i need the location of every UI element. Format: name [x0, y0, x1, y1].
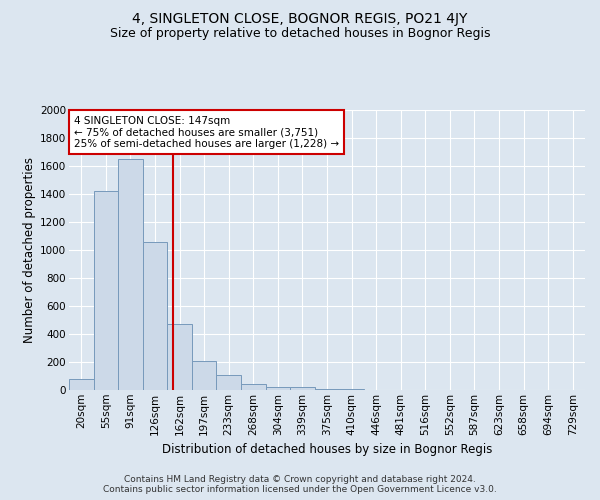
Text: 4, SINGLETON CLOSE, BOGNOR REGIS, PO21 4JY: 4, SINGLETON CLOSE, BOGNOR REGIS, PO21 4…: [133, 12, 467, 26]
Bar: [69, 379, 94, 390]
Text: Size of property relative to detached houses in Bognor Regis: Size of property relative to detached ho…: [110, 28, 490, 40]
Bar: [217, 375, 241, 390]
Bar: [241, 384, 266, 390]
Bar: [143, 242, 167, 390]
Bar: [315, 388, 339, 390]
Bar: [167, 324, 192, 390]
Text: 4 SINGLETON CLOSE: 147sqm
← 75% of detached houses are smaller (3,751)
25% of se: 4 SINGLETON CLOSE: 147sqm ← 75% of detac…: [74, 116, 339, 149]
Bar: [192, 362, 217, 390]
Bar: [290, 388, 315, 390]
Y-axis label: Number of detached properties: Number of detached properties: [23, 157, 36, 343]
Bar: [266, 386, 290, 390]
Bar: [94, 191, 118, 390]
Bar: [118, 159, 143, 390]
X-axis label: Distribution of detached houses by size in Bognor Regis: Distribution of detached houses by size …: [162, 443, 492, 456]
Text: Contains HM Land Registry data © Crown copyright and database right 2024.
Contai: Contains HM Land Registry data © Crown c…: [103, 474, 497, 494]
